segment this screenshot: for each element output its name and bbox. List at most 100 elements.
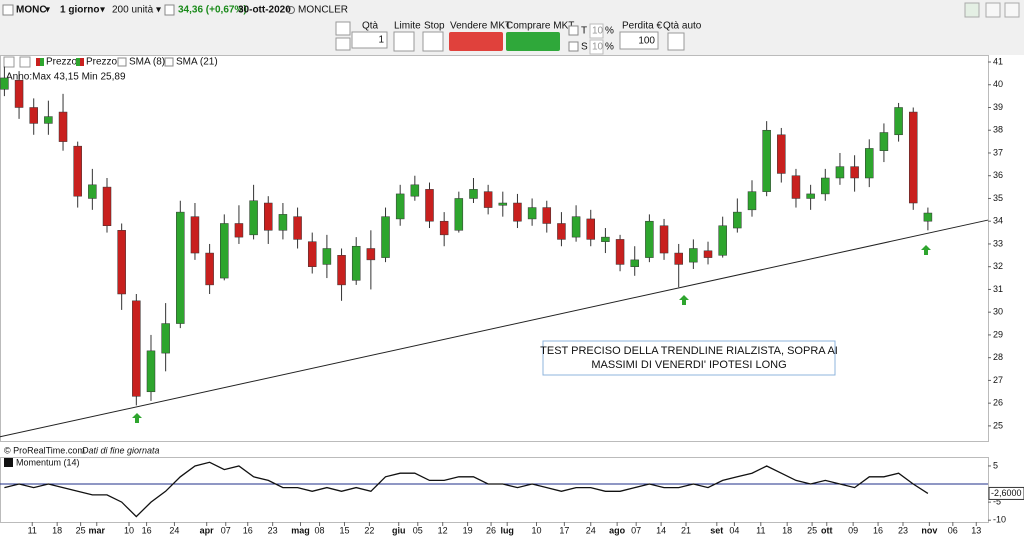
candle-body <box>923 212 933 222</box>
x-tick-label: 23 <box>898 525 908 535</box>
legend-checkbox[interactable] <box>164 57 174 67</box>
s-input[interactable] <box>589 39 604 55</box>
checkbox[interactable] <box>164 4 175 16</box>
candle-body <box>601 236 610 242</box>
candle-body <box>762 129 771 192</box>
candle-body <box>747 191 757 211</box>
legend-swatch <box>36 58 40 66</box>
legend-label: Momentum (14) <box>16 457 80 467</box>
candle-body <box>571 216 581 238</box>
candle-body <box>718 225 727 256</box>
s-label: S <box>581 42 588 53</box>
candle-body <box>293 216 302 240</box>
loss-input[interactable] <box>619 31 659 50</box>
t-label: T <box>581 26 587 37</box>
x-tick-label: 07 <box>631 525 641 535</box>
checkbox[interactable] <box>568 41 579 52</box>
legend-icon[interactable] <box>19 56 31 68</box>
signal-arrow <box>679 295 689 305</box>
candle-body <box>894 107 903 136</box>
stop-button[interactable] <box>422 31 444 52</box>
x-tick-label: ott <box>821 525 833 535</box>
x-tick-label: 10 <box>124 525 134 535</box>
candle-body <box>410 184 420 197</box>
candle-body <box>88 184 97 199</box>
dropdown[interactable]: ▾ <box>45 5 50 16</box>
candle-body <box>850 166 859 179</box>
y-tick-label: 29 <box>993 329 1003 339</box>
auto-qty-button[interactable] <box>667 32 685 51</box>
annotation-text: TEST PRECISO DELLA TRENDLINE RIALZISTA, … <box>540 345 838 357</box>
y-tick-label: -10 <box>993 515 1006 525</box>
candle-body <box>586 218 595 240</box>
legend-label[interactable]: Prezzo <box>46 57 78 68</box>
buy-button[interactable] <box>506 32 560 51</box>
loss-value[interactable]: 100 <box>638 36 655 47</box>
candle-body <box>879 132 889 151</box>
x-tick-label: 17 <box>559 525 569 535</box>
candle-body <box>102 186 112 227</box>
legend-checkbox[interactable] <box>117 57 127 67</box>
minimize-button[interactable] <box>985 2 1001 18</box>
legend-label[interactable]: SMA (21) <box>176 57 218 68</box>
legend-icon[interactable] <box>3 56 15 68</box>
candle-body <box>395 193 405 220</box>
qty-label: Qtà <box>362 21 379 32</box>
candle-body <box>146 350 156 393</box>
x-tick-label: 26 <box>486 525 496 535</box>
x-tick-label: lug <box>500 525 514 535</box>
tool-button[interactable] <box>335 21 351 36</box>
y-tick-label: 27 <box>993 375 1003 385</box>
units[interactable]: 200 unità <box>112 5 154 16</box>
tool-button[interactable] <box>335 37 351 51</box>
copyright: © ProRealTime.com <box>4 445 85 455</box>
last-price: 34,36 (+0,67%) <box>178 5 247 16</box>
qty-value[interactable]: 1 <box>378 35 384 46</box>
candle-body <box>689 248 698 263</box>
last-value-box <box>988 486 1024 500</box>
s-pct[interactable]: 10 <box>592 42 604 53</box>
x-tick-label: 07 <box>221 525 231 535</box>
date: 30-ott-2020 <box>238 5 291 16</box>
symbol[interactable]: MONC <box>16 5 47 16</box>
y-tick-label: 26 <box>993 398 1003 408</box>
qty-input[interactable] <box>351 31 388 49</box>
candle-body <box>234 223 244 238</box>
legend-label[interactable]: Prezzo <box>86 57 118 68</box>
candle-body <box>703 250 713 258</box>
dropdown[interactable]: ▾ <box>156 5 161 16</box>
signal-arrow <box>921 245 931 255</box>
radio[interactable] <box>287 6 295 14</box>
legend-label[interactable]: SMA (8) <box>129 57 165 68</box>
limit-label: Limite <box>394 21 421 32</box>
limit-button[interactable] <box>393 31 415 52</box>
link-button[interactable] <box>964 2 980 18</box>
auto-qty-label: Qtà auto <box>663 21 702 32</box>
window-icon[interactable] <box>2 4 14 16</box>
signal-arrow <box>132 413 142 423</box>
y-tick-label: 33 <box>993 238 1003 248</box>
x-tick-label: 22 <box>364 525 374 535</box>
loss-label: Perdita € <box>622 21 662 32</box>
y-tick-label: 37 <box>993 147 1003 157</box>
candle-body <box>513 202 522 222</box>
legend-swatch <box>80 58 84 66</box>
x-tick-label: 14 <box>656 525 666 535</box>
period[interactable]: 1 giorno <box>60 5 99 16</box>
close-button[interactable] <box>1004 2 1020 18</box>
candle-body <box>117 230 126 295</box>
x-tick-label: 16 <box>142 525 152 535</box>
y-tick-label: -5 <box>993 496 1001 506</box>
sell-button[interactable] <box>449 32 503 51</box>
dropdown[interactable]: ▾ <box>100 5 105 16</box>
t-input[interactable] <box>589 23 604 39</box>
t-pct[interactable]: 10 <box>592 26 604 37</box>
pct-sign: % <box>605 42 614 53</box>
x-tick-label: 11 <box>756 525 765 535</box>
y-tick-label: 35 <box>993 193 1003 203</box>
sell-label: Vendere MKT <box>450 21 511 32</box>
candle-body <box>615 239 625 265</box>
x-tick-label: 25 <box>76 525 86 535</box>
checkbox[interactable] <box>568 25 579 36</box>
